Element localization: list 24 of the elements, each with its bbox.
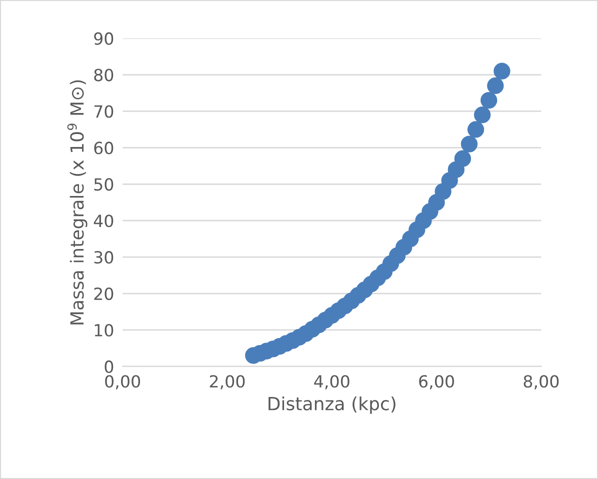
x-tick-label: 2,00 bbox=[210, 375, 245, 390]
point bbox=[454, 150, 472, 167]
x-tick-label: 6,00 bbox=[419, 375, 454, 390]
y-tick-label: 20 bbox=[94, 287, 114, 300]
x-tick-label: 0,00 bbox=[105, 375, 140, 390]
x-axis-title: Distanza (kpc) bbox=[268, 396, 396, 414]
y-axis-title: Massa integrale (x 10$^{9}$ M⊙) bbox=[67, 80, 88, 324]
point bbox=[460, 136, 478, 152]
y-tick-label: 90 bbox=[94, 32, 114, 45]
y-tick-label: 50 bbox=[94, 178, 114, 191]
y-tick-label: 80 bbox=[94, 68, 114, 82]
x-tick-label: 4,00 bbox=[314, 375, 350, 390]
point bbox=[494, 62, 510, 80]
x-tick-label: 8,00 bbox=[524, 375, 559, 390]
y-tick-label: 0 bbox=[104, 360, 114, 374]
y-tick-label: 40 bbox=[94, 214, 114, 228]
point bbox=[474, 106, 491, 124]
y-tick-label: 10 bbox=[94, 324, 114, 337]
point bbox=[467, 121, 484, 138]
point bbox=[480, 92, 498, 109]
y-tick-label: 30 bbox=[94, 251, 114, 264]
point bbox=[487, 77, 504, 94]
y-tick-label: 60 bbox=[94, 142, 114, 154]
y-tick-label: 70 bbox=[94, 105, 114, 118]
